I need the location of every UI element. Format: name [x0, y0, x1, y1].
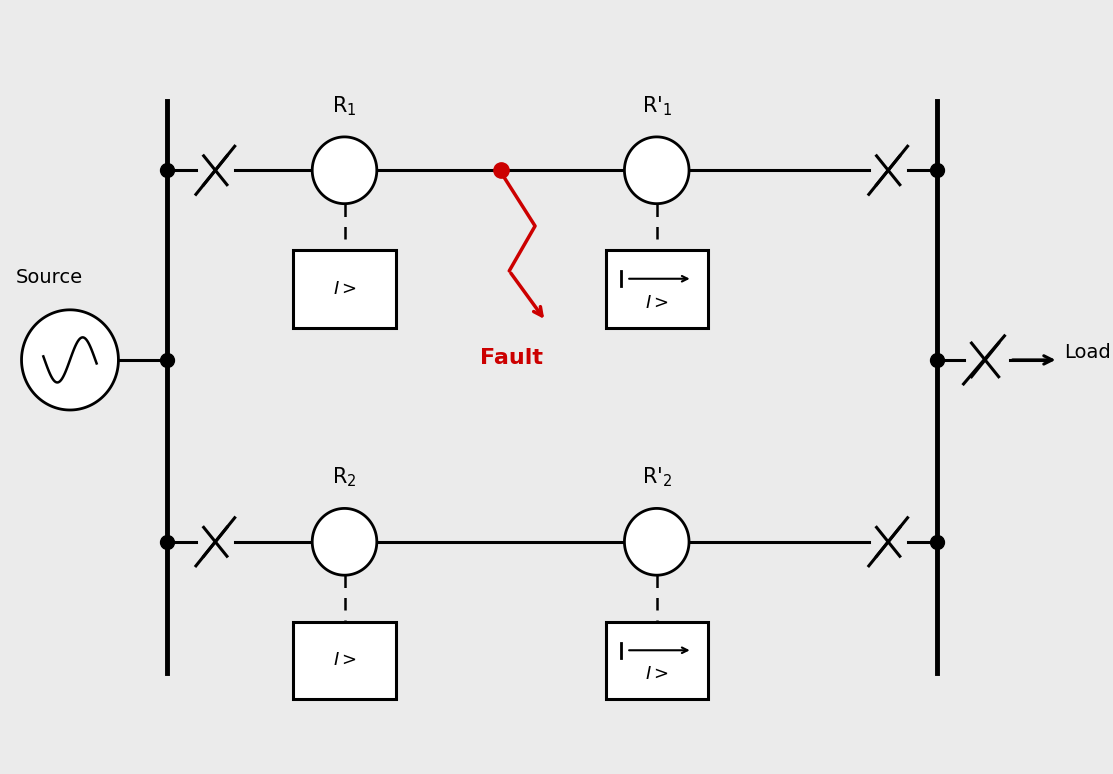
Text: $I>$: $I>$	[644, 666, 669, 683]
Bar	[605, 250, 708, 327]
Text: R$_2$: R$_2$	[332, 465, 357, 489]
Text: R'$_2$: R'$_2$	[641, 465, 672, 489]
Polygon shape	[313, 509, 377, 575]
Polygon shape	[313, 137, 377, 204]
Bar	[294, 622, 395, 699]
Text: Source: Source	[17, 268, 83, 286]
Polygon shape	[21, 310, 118, 410]
Text: R'$_1$: R'$_1$	[641, 94, 672, 118]
Text: Fault: Fault	[480, 348, 543, 368]
Polygon shape	[624, 137, 689, 204]
Text: $I>$: $I>$	[333, 652, 356, 670]
Polygon shape	[624, 509, 689, 575]
Text: $I>$: $I>$	[644, 294, 669, 312]
Bar	[294, 250, 395, 327]
Text: $I>$: $I>$	[333, 280, 356, 298]
Text: Load: Load	[1064, 343, 1111, 361]
Text: R$_1$: R$_1$	[332, 94, 357, 118]
Bar	[605, 622, 708, 699]
